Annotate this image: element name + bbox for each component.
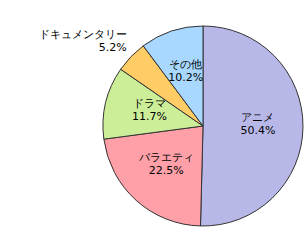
svg-text:ドラマ11.7%: ドラマ11.7% [132, 97, 167, 123]
svg-text:その他10.2%: その他10.2% [168, 58, 203, 84]
svg-text:ドキュメンタリー5.2%: ドキュメンタリー5.2% [39, 28, 127, 54]
svg-text:アニメ50.4%: アニメ50.4% [241, 111, 276, 137]
svg-text:バラエティ22.5%: バラエティ22.5% [138, 151, 194, 177]
